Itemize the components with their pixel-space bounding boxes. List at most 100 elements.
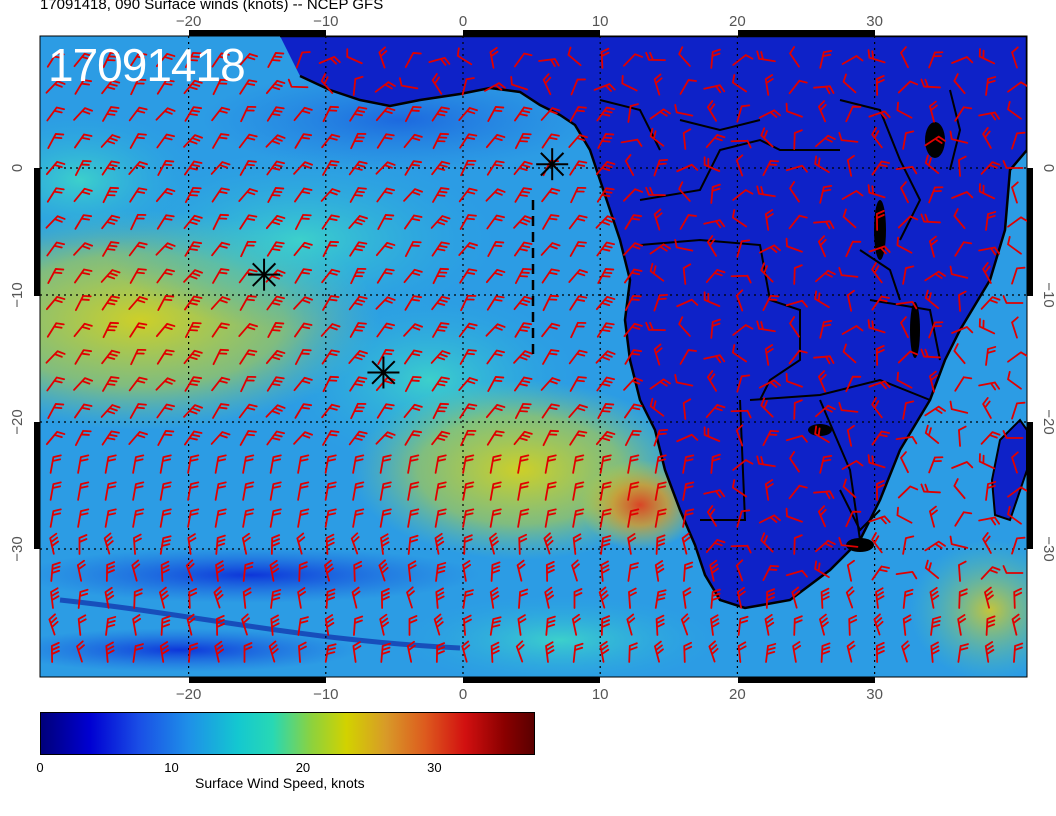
wind-barb <box>513 430 533 446</box>
wind-barb <box>871 262 883 284</box>
wind-barb <box>571 613 581 636</box>
wind-barb <box>953 343 966 365</box>
wind-barb <box>949 265 969 279</box>
wind-barb <box>486 214 506 230</box>
wind-barb <box>792 641 802 663</box>
wind-barb <box>785 102 803 118</box>
wind-barb <box>1011 451 1019 474</box>
wind-barb <box>867 454 886 469</box>
wind-barb <box>489 454 502 474</box>
wind-barb <box>242 587 252 609</box>
wind-barb <box>350 267 367 285</box>
wind-barb <box>924 135 946 147</box>
wind-barb <box>930 616 942 636</box>
wind-barb <box>544 508 557 528</box>
wind-barb <box>239 160 257 176</box>
wind-barb <box>294 403 313 419</box>
wind-barb <box>788 484 808 500</box>
wind-barb <box>47 403 65 419</box>
wind-barb <box>510 76 529 91</box>
wind-barb <box>788 349 808 365</box>
wind-barb <box>489 616 502 636</box>
wind-barb <box>517 454 530 474</box>
wind-barb <box>627 562 639 582</box>
wind-barb <box>793 399 803 420</box>
wind-barb <box>50 587 60 609</box>
wind-barb <box>487 106 505 122</box>
wind-barb <box>875 587 885 609</box>
wind-barb <box>842 73 857 94</box>
wind-barb <box>407 481 420 501</box>
wind-barb <box>487 376 505 392</box>
wind-barb <box>269 454 282 474</box>
lon-tick-bottom: 10 <box>592 686 609 703</box>
wind-barb <box>432 132 450 150</box>
wind-barb <box>321 133 341 149</box>
wind-barb <box>128 431 148 445</box>
wind-barb <box>268 640 279 663</box>
wind-barb <box>793 264 803 285</box>
wind-barb <box>46 322 65 338</box>
wind-barb <box>293 161 314 175</box>
wind-barb <box>731 209 748 228</box>
wind-barb <box>572 642 584 663</box>
wind-barb <box>1011 131 1026 150</box>
wind-barb <box>871 397 883 419</box>
wind-barb <box>129 322 148 338</box>
wind-barb <box>128 106 148 122</box>
wind-barb <box>846 289 855 312</box>
wind-barb <box>710 48 721 69</box>
wind-barb <box>297 587 307 609</box>
wind-barb <box>928 456 944 474</box>
wind-barb <box>597 268 615 284</box>
wind-barb <box>924 559 940 579</box>
wind-barb <box>485 133 506 149</box>
wind-barb <box>49 532 60 555</box>
wind-barb <box>736 586 746 609</box>
wind-barb <box>654 560 665 582</box>
wind-barb <box>513 160 533 176</box>
wind-barb <box>815 539 836 553</box>
wind-barb <box>760 397 774 418</box>
wind-barb <box>50 561 61 582</box>
wind-barb <box>598 586 609 609</box>
wind-barb <box>845 240 862 258</box>
wind-barb <box>924 540 946 552</box>
wind-barb <box>514 267 532 285</box>
wind-barb <box>321 349 340 365</box>
wind-barb <box>211 322 230 338</box>
wind-barb <box>77 454 90 474</box>
wind-barb <box>102 51 120 69</box>
wind-barb <box>654 589 667 609</box>
wind-barb <box>758 379 781 389</box>
wind-barb <box>375 296 396 310</box>
wind-barb <box>875 209 885 231</box>
wind-barb <box>813 220 835 230</box>
wind-barb <box>287 78 309 89</box>
wind-barb <box>266 430 286 446</box>
wind-barb <box>1007 486 1027 498</box>
wind-barb <box>514 187 533 203</box>
wind-barb <box>817 235 827 258</box>
wind-barb <box>461 640 471 663</box>
wind-barb <box>627 103 639 123</box>
wind-barb <box>623 188 644 202</box>
wind-barb <box>183 214 203 230</box>
wind-barb <box>756 455 776 468</box>
wind-barb <box>434 454 447 474</box>
wind-barb <box>50 641 60 663</box>
wind-barb <box>708 640 719 663</box>
wind-barb <box>239 349 258 365</box>
wind-barb <box>403 268 423 284</box>
wind-barb <box>46 52 65 68</box>
lon-tick-top: 30 <box>866 13 883 30</box>
wind-barb <box>1011 181 1019 204</box>
wind-barb <box>978 381 1001 391</box>
wind-barb <box>732 459 754 471</box>
lon-tick-bottom: 30 <box>866 686 883 703</box>
wind-barb <box>160 560 170 582</box>
wind-barb <box>239 430 257 446</box>
wind-barb <box>1007 351 1027 363</box>
wind-barb <box>155 187 176 203</box>
wind-barb <box>845 105 862 123</box>
